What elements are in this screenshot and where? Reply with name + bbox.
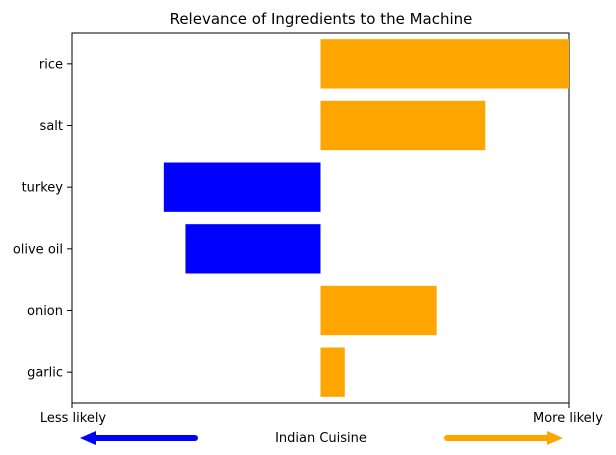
bar-salt (320, 100, 486, 151)
chart-title: Relevance of Ingredients to the Machine (170, 10, 473, 28)
more-likely-label: More likely (533, 411, 603, 426)
y-tick-label: olive oil (13, 242, 63, 257)
more-likely-arrow (444, 431, 563, 445)
bar-onion (320, 285, 437, 336)
bars-layer (163, 39, 569, 397)
y-tick-label: turkey (22, 181, 64, 196)
bar-olive-oil (185, 224, 321, 274)
y-axis: rice salt turkey olive oil onion garlic (13, 57, 72, 381)
y-tick-label: salt (40, 119, 63, 134)
y-tick-label: garlic (27, 366, 63, 381)
y-tick-label: onion (27, 304, 63, 319)
less-likely-arrow (80, 431, 198, 445)
bar-garlic (320, 347, 345, 397)
x-axis-label: Indian Cuisine (275, 431, 367, 446)
bar-rice (320, 39, 569, 89)
plot-area-frame (71, 32, 570, 404)
y-tick-label: rice (39, 57, 63, 72)
bar-turkey (163, 162, 321, 212)
less-likely-label: Less likely (40, 411, 107, 426)
